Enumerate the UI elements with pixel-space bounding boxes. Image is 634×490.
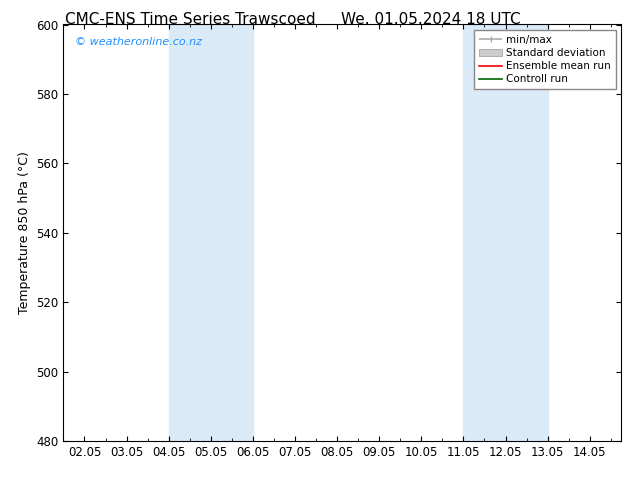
Text: © weatheronline.co.nz: © weatheronline.co.nz: [75, 37, 202, 47]
Bar: [169, 24, 253, 441]
Legend: min/max, Standard deviation, Ensemble mean run, Controll run: min/max, Standard deviation, Ensemble me…: [474, 30, 616, 90]
Y-axis label: Temperature 850 hPa (°C): Temperature 850 hPa (°C): [18, 151, 30, 314]
Bar: [463, 24, 548, 441]
Text: CMC-ENS Time Series Trawscoed: CMC-ENS Time Series Trawscoed: [65, 12, 316, 27]
Text: We. 01.05.2024 18 UTC: We. 01.05.2024 18 UTC: [341, 12, 521, 27]
